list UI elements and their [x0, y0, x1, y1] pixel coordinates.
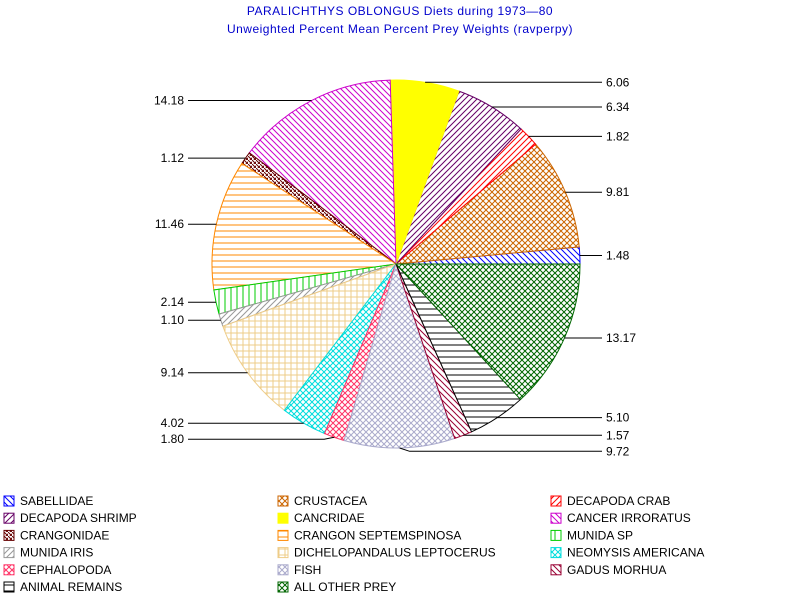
leader-cephalopoda — [188, 436, 335, 440]
slice-all-other-prey — [394, 263, 581, 401]
legend-label-gadus-morhua: GADUS MORHUA — [567, 563, 666, 577]
legend-item-animal-remains: ANIMAL REMAINS — [3, 580, 122, 594]
legend-swatch-decapoda-crab — [550, 495, 562, 507]
pie-slices — [211, 79, 581, 449]
legend-swatch-gadus-morhua — [550, 564, 562, 576]
legend-item-cancer-irroratus: CANCER IRRORATUS — [550, 511, 691, 525]
slice-label-decapoda-crab: 1.82 — [606, 129, 630, 143]
legend-label-dichelopandalus-leptocerus: DICHELOPANDALUS LEPTOCERUS — [294, 546, 496, 560]
slice-label-crustacea: 9.81 — [606, 185, 630, 199]
slice-labels: 1.48 9.81 1.82 6.34 6.06 14.18 1.12 11.46 2.14 1.… — [154, 75, 636, 458]
legend-label-cancer-irroratus: CANCER IRRORATUS — [567, 511, 691, 525]
legend-item-munida-sp: MUNIDA SP — [550, 528, 633, 542]
legend-swatch-cephalopoda — [3, 564, 15, 576]
slice-label-neomysis-americana: 4.02 — [161, 416, 185, 430]
slice-label-crangonidae: 1.12 — [161, 151, 185, 165]
legend-swatch-decapoda-shrimp — [3, 512, 15, 524]
slice-label-crangon-septemspinosa: 11.46 — [155, 217, 184, 231]
legend-item-decapoda-crab: DECAPODA CRAB — [550, 494, 670, 508]
chart-title: PARALICHTHYS OBLONGUS Diets during 1973—… — [246, 4, 554, 18]
legend-label-decapoda-crab: DECAPODA CRAB — [567, 494, 670, 508]
legend-item-crangonidae: CRANGONIDAE — [3, 528, 109, 542]
legend-label-fish: FISH — [294, 563, 321, 577]
legend-swatch-cancridae — [277, 512, 289, 524]
legend-swatch-crustacea — [277, 495, 289, 507]
legend-label-animal-remains: ANIMAL REMAINS — [20, 580, 122, 594]
slice-label-cancer-irroratus: 14.18 — [154, 94, 184, 108]
leader-fish — [399, 447, 602, 452]
legend-label-crustacea: CRUSTACEA — [294, 494, 367, 508]
slice-label-fish: 9.72 — [606, 444, 630, 458]
legend-item-crustacea: CRUSTACEA — [277, 494, 367, 508]
legend-item-cancridae: CANCRIDAE — [277, 511, 365, 525]
legend-swatch-all-other-prey — [277, 581, 289, 593]
legend-label-crangonidae: CRANGONIDAE — [20, 528, 109, 542]
slice-label-dichelopandalus-leptocerus: 9.14 — [161, 366, 185, 380]
legend-swatch-munida-iris — [3, 547, 15, 559]
legend-label-munida-sp: MUNIDA SP — [567, 528, 633, 542]
slice-label-animal-remains: 5.10 — [606, 411, 630, 425]
legend-item-decapoda-shrimp: DECAPODA SHRIMP — [3, 511, 137, 525]
legend-item-cephalopoda: CEPHALOPODA — [3, 563, 111, 577]
slice-crustacea — [394, 143, 580, 265]
legend-swatch-munida-sp — [550, 529, 562, 541]
legend-label-cancridae: CANCRIDAE — [294, 511, 365, 525]
legend-item-munida-iris: MUNIDA IRIS — [3, 546, 93, 560]
legend-label-crangon-septemspinosa: CRANGON SEPTEMSPINOSA — [294, 528, 461, 542]
legend-item-fish: FISH — [277, 563, 321, 577]
legend-item-gadus-morhua: GADUS MORHUA — [550, 563, 666, 577]
legend-item-all-other-prey: ALL OTHER PREY — [277, 580, 396, 594]
legend-item-dichelopandalus-leptocerus: DICHELOPANDALUS LEPTOCERUS — [277, 546, 496, 560]
legend-item-crangon-septemspinosa: CRANGON SEPTEMSPINOSA — [277, 528, 461, 542]
slice-label-decapoda-shrimp: 6.34 — [606, 100, 630, 114]
slice-cancer-irroratus — [248, 79, 397, 266]
legend-swatch-cancer-irroratus — [550, 512, 562, 524]
legend-swatch-crangonidae — [3, 529, 15, 541]
legend: SABELLIDAE CRUSTACEA DECAPODA CRAB DECAPODA… — [3, 494, 704, 594]
legend-label-munida-iris: MUNIDA IRIS — [20, 546, 93, 560]
legend-label-sabellidae: SABELLIDAE — [20, 494, 93, 508]
slice-label-sabellidae: 1.48 — [606, 248, 630, 262]
legend-item-sabellidae: SABELLIDAE — [3, 494, 93, 508]
chart-subtitle: Unweighted Percent Mean Percent Prey Wei… — [226, 22, 574, 36]
legend-swatch-neomysis-americana — [550, 547, 562, 559]
slice-label-munida-iris: 1.10 — [161, 313, 185, 327]
leader-lines — [188, 81, 602, 452]
slice-label-cancridae: 6.06 — [606, 75, 630, 89]
legend-swatch-sabellidae — [3, 495, 15, 507]
legend-label-decapoda-shrimp: DECAPODA SHRIMP — [20, 511, 137, 525]
slice-label-gadus-morhua: 1.57 — [606, 428, 630, 442]
slice-label-cephalopoda: 1.80 — [161, 432, 185, 446]
legend-label-all-other-prey: ALL OTHER PREY — [294, 580, 396, 594]
slice-label-all-other-prey: 13.17 — [606, 331, 636, 345]
legend-swatch-crangon-septemspinosa — [277, 529, 289, 541]
legend-swatch-animal-remains — [3, 581, 15, 593]
legend-label-cephalopoda: CEPHALOPODA — [20, 563, 111, 577]
slice-fish — [343, 262, 456, 449]
legend-swatch-fish — [277, 564, 289, 576]
legend-swatch-dichelopandalus-leptocerus — [277, 547, 289, 559]
legend-item-neomysis-americana: NEOMYSIS AMERICANA — [550, 546, 704, 560]
slice-label-munida-sp: 2.14 — [161, 295, 185, 309]
legend-label-neomysis-americana: NEOMYSIS AMERICANA — [567, 546, 704, 560]
